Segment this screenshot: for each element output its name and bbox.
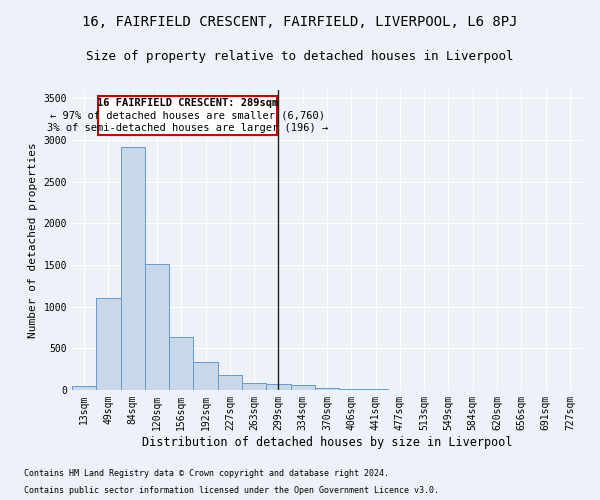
Y-axis label: Number of detached properties: Number of detached properties (28, 142, 38, 338)
Text: 16 FAIRFIELD CRESCENT: 289sqm: 16 FAIRFIELD CRESCENT: 289sqm (97, 98, 278, 108)
Bar (339, 389, 364, 390)
Bar (315, 388, 339, 390)
Bar (96, 298, 121, 390)
Bar (266, 384, 290, 390)
Text: Size of property relative to detached houses in Liverpool: Size of property relative to detached ho… (86, 50, 514, 63)
Bar (121, 146, 145, 390)
Text: Contains HM Land Registry data © Crown copyright and database right 2024.: Contains HM Land Registry data © Crown c… (24, 468, 389, 477)
Text: ← 97% of detached houses are smaller (6,760): ← 97% of detached houses are smaller (6,… (50, 110, 325, 120)
Bar (290, 386, 315, 390)
Bar (169, 336, 193, 390)
Bar (145, 264, 169, 390)
Bar (193, 362, 218, 390)
Text: 16, FAIRFIELD CRESCENT, FAIRFIELD, LIVERPOOL, L6 8PJ: 16, FAIRFIELD CRESCENT, FAIRFIELD, LIVER… (82, 15, 518, 29)
Bar (97, 96, 277, 135)
Text: Contains public sector information licensed under the Open Government Licence v3: Contains public sector information licen… (24, 486, 439, 495)
Bar (242, 382, 266, 390)
Text: 3% of semi-detached houses are larger (196) →: 3% of semi-detached houses are larger (1… (47, 123, 328, 133)
Bar (218, 374, 242, 390)
X-axis label: Distribution of detached houses by size in Liverpool: Distribution of detached houses by size … (142, 436, 512, 448)
Bar (72, 386, 96, 390)
Bar (364, 389, 388, 390)
